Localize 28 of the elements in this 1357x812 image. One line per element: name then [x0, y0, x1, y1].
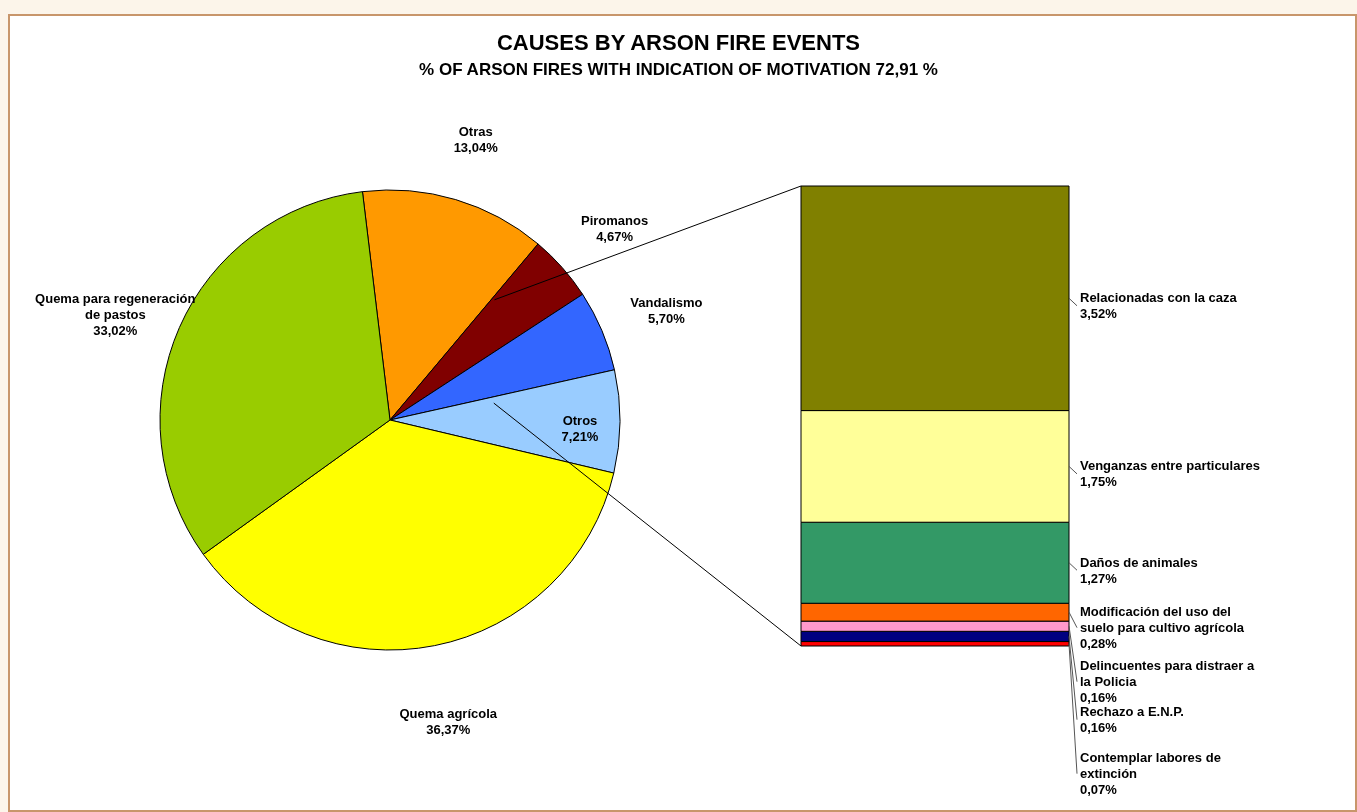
text: Contemplar labores de extinción [1080, 750, 1221, 782]
data-label: 0,07% [1080, 782, 1118, 798]
data-label: 4,67% [596, 229, 634, 245]
data-label: 1,27% [1080, 570, 1118, 586]
data-label: 7,21% [561, 429, 599, 445]
slice-label: Vandalismo [630, 295, 703, 311]
text: Rechazo a E.N.P. [1080, 704, 1184, 720]
data-label: 0,16% [1080, 720, 1118, 736]
data-label: 3,52% [1080, 306, 1118, 322]
series-label: Venganzas entre particulares [1080, 458, 1260, 474]
series-label: Modificación del uso del suelo para cultivo agrícola [1080, 604, 1245, 636]
slice-label: Piromanos [580, 213, 649, 229]
slice-label: Quema agrícola [399, 706, 498, 722]
data-label: 1,75% [1080, 474, 1118, 490]
data-label: 5,70% [647, 311, 686, 327]
slice-label: Quema para regeneración de pastos [35, 291, 196, 323]
data-label: 13,04% [453, 140, 499, 156]
data-label: 33,02% [93, 323, 138, 339]
chart-subtitle: % OF ARSON FIRES WITH INDICATION OF MOTIVATION 72,91 % [418, 60, 939, 80]
slice-label: Otros [562, 413, 598, 429]
chart-title: CAUSES BY ARSON FIRE EVENTS [495, 30, 862, 56]
data-label: 0,16% [1080, 690, 1118, 706]
text: Delincuentes para distraer a la Policia [1080, 658, 1255, 690]
data-label: 0,28% [1080, 636, 1118, 652]
series-label: Relacionadas con la caza [1080, 290, 1238, 306]
slice-label: Otras [458, 124, 493, 140]
data-label: 36,37% [426, 722, 471, 738]
series-label: Daños de animales [1080, 554, 1198, 570]
